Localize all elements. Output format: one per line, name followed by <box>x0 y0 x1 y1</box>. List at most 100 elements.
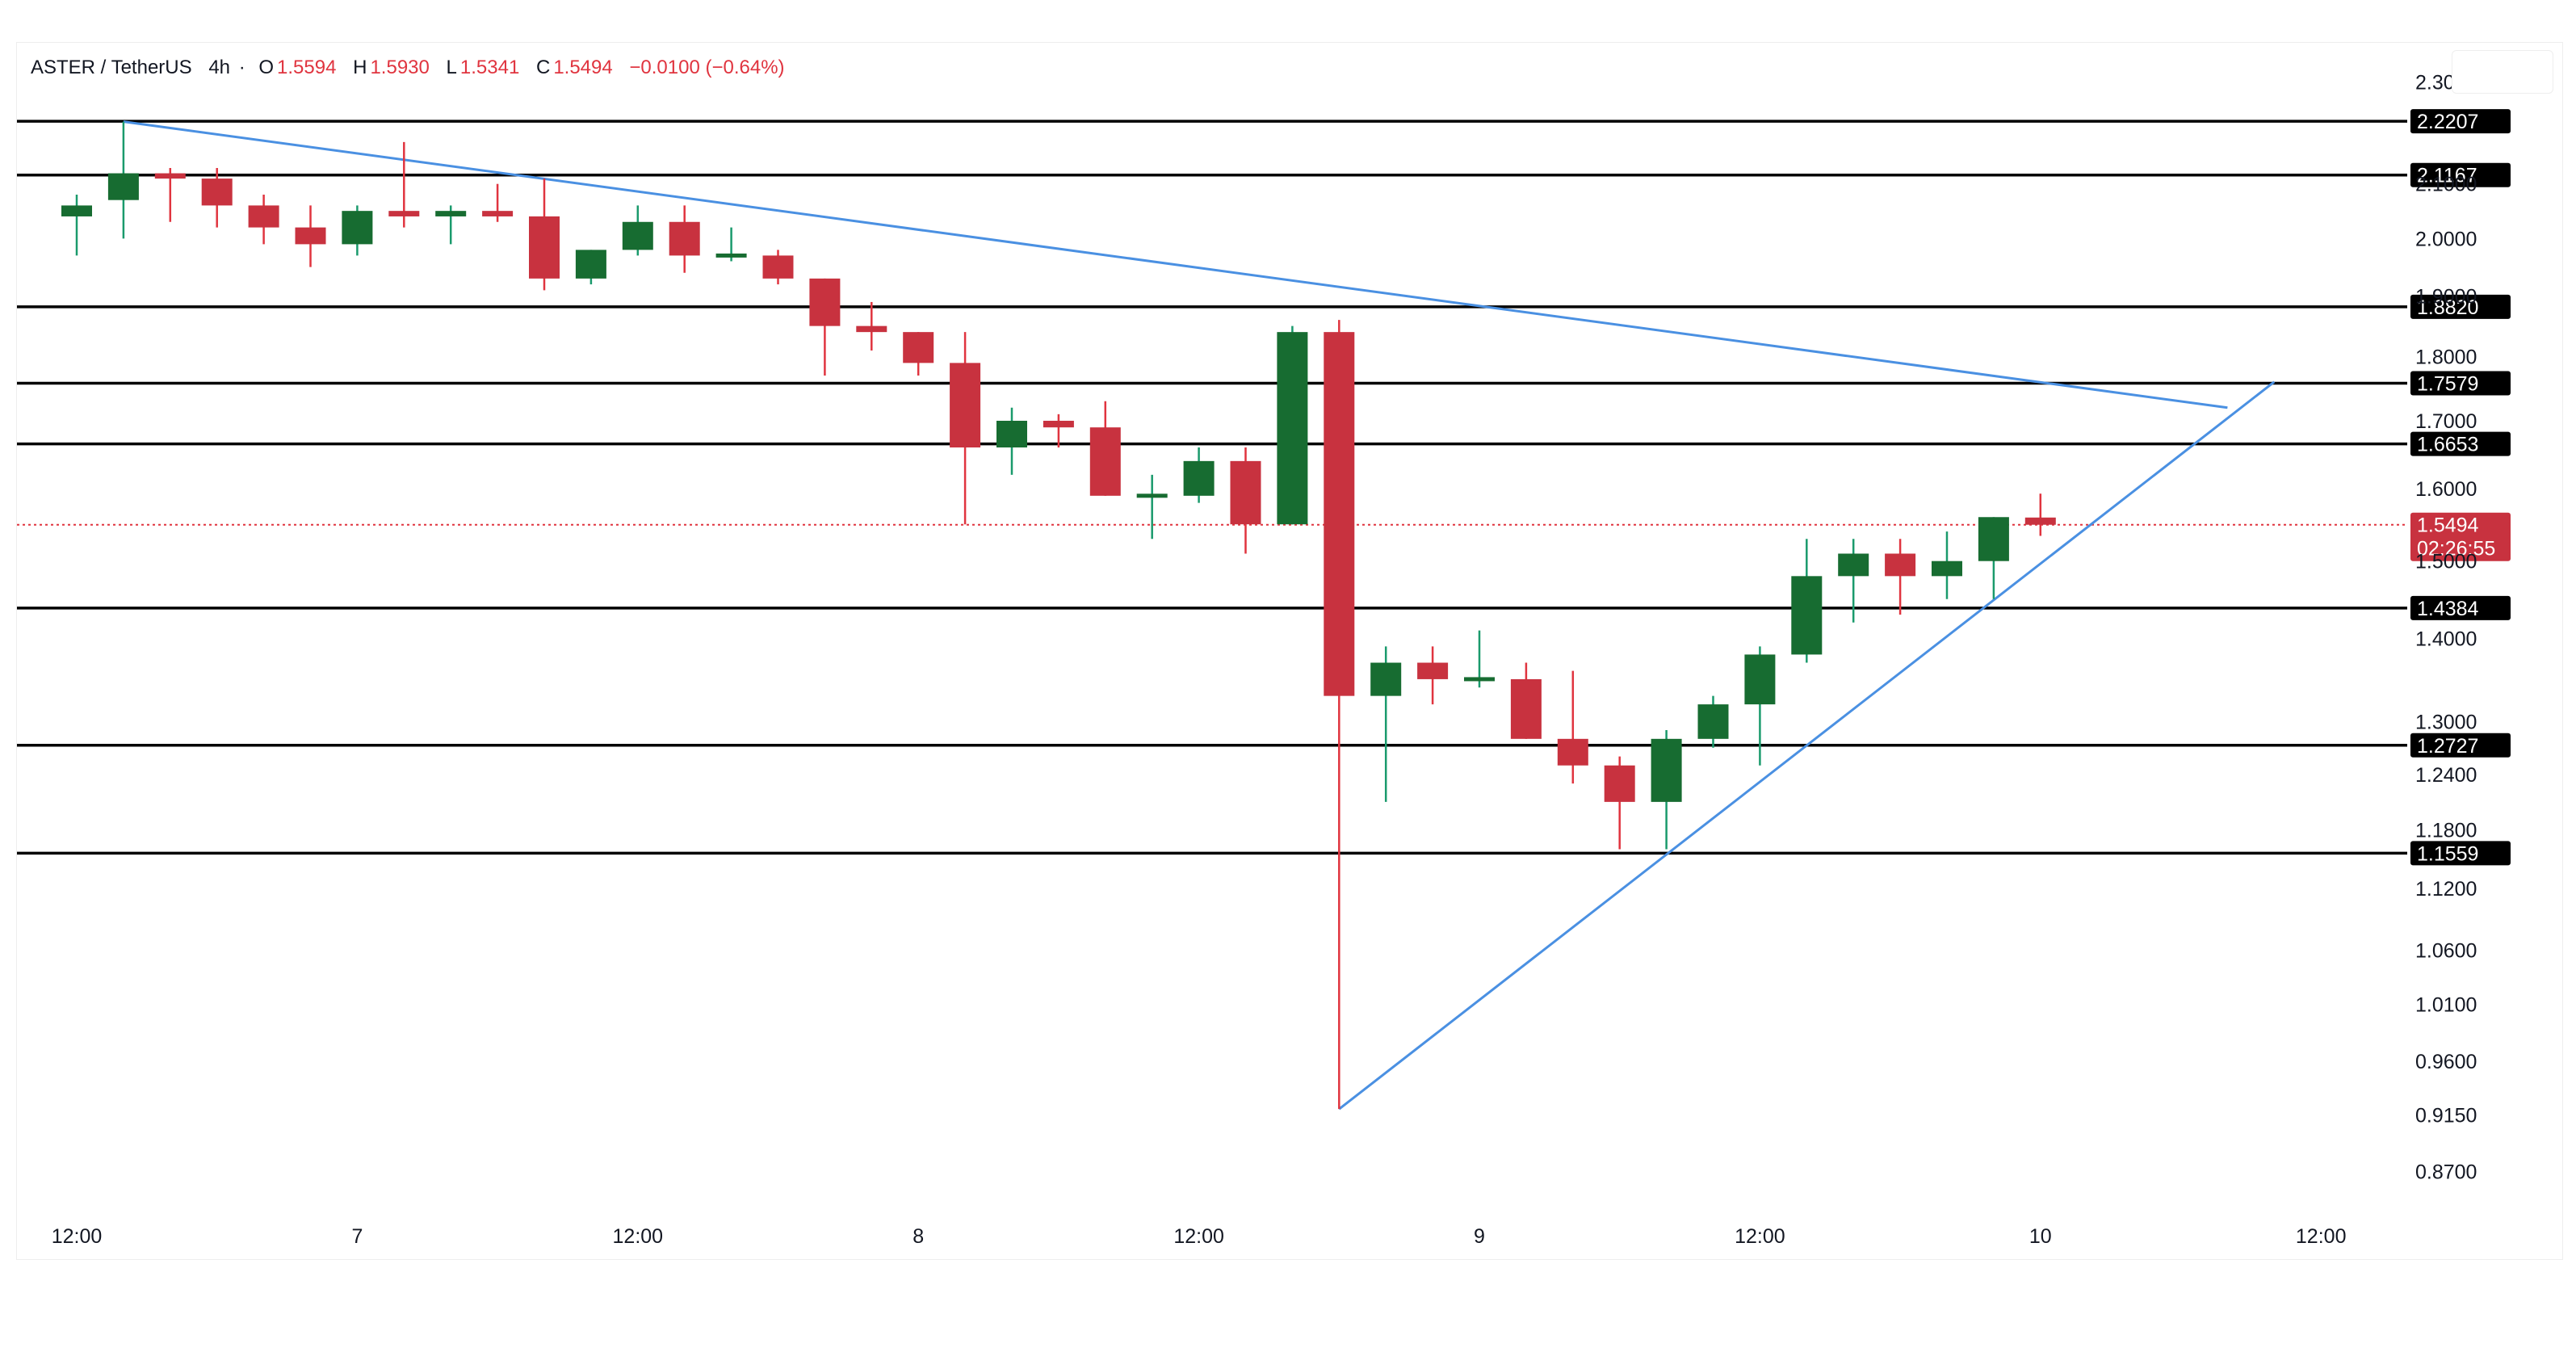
candle-body <box>1557 738 1588 766</box>
trendline-descending-resistance <box>123 120 2228 409</box>
y-tick-label: 0.9600 <box>2415 1051 2477 1073</box>
level-label-box <box>2410 841 2511 866</box>
level-label-box <box>2410 109 2511 134</box>
candle-body <box>1277 332 1308 525</box>
time-axis[interactable]: 12:00712:00812:00912:001012:001112:00121… <box>52 1225 2562 1248</box>
level-label: 1.8820 <box>2417 296 2478 319</box>
candle-body <box>61 205 92 216</box>
candle-body <box>154 173 186 179</box>
x-tick-label: 7 <box>351 1225 363 1248</box>
x-tick-label: 12:00 <box>1173 1225 1224 1248</box>
candle-body <box>575 250 606 279</box>
candle-body <box>1183 460 1215 496</box>
candle-body <box>950 363 981 448</box>
candle-body <box>903 332 934 363</box>
candle-body <box>1697 704 1729 739</box>
candle-body <box>2024 517 2056 525</box>
candle-body <box>1230 460 1261 525</box>
level-label-box <box>2410 162 2511 187</box>
trendlines <box>123 120 2276 1111</box>
close-label: C <box>535 57 551 78</box>
candles <box>61 121 2056 1110</box>
level-label-box <box>2410 431 2511 456</box>
candle-body <box>1932 561 1962 577</box>
candle-body <box>1838 553 1869 577</box>
current-price-box <box>2410 512 2511 561</box>
current-price-label: 1.5494 <box>2417 514 2479 537</box>
open-value: 1.5594 <box>277 57 337 78</box>
candle-body <box>1324 332 1355 696</box>
candle-body <box>1885 553 1916 577</box>
level-label-box <box>2410 595 2511 620</box>
candle-body <box>1370 662 1402 696</box>
x-tick-label: 10 <box>2029 1225 2052 1248</box>
close-value: 1.5494 <box>553 57 613 78</box>
level-label: 1.4384 <box>2417 598 2479 620</box>
countdown-label: 02:26:55 <box>2417 538 2495 561</box>
level-label: 1.2727 <box>2417 735 2478 758</box>
level-label-box <box>2410 733 2511 758</box>
candle-body <box>1791 576 1823 655</box>
candle-body <box>107 173 139 200</box>
candle-body <box>1651 738 1682 802</box>
level-label: 1.1559 <box>2417 842 2478 865</box>
candle-body <box>715 253 747 258</box>
candle-body <box>809 278 841 326</box>
price-axis[interactable]: 2.30002.10002.00001.90001.80001.70001.60… <box>2415 71 2477 1183</box>
symbol-name[interactable]: ASTER / TetherUS <box>31 57 192 78</box>
horizontal-levels: 2.2207 2.1167 1.8820 1.7579 1.6653 1.4384 1.27… <box>17 109 2511 866</box>
level-label: 1.6653 <box>2417 434 2478 456</box>
candle-body <box>856 325 887 333</box>
level-label-box <box>2410 371 2511 396</box>
candle-body <box>996 420 1027 448</box>
chart-frame: 2.2207 2.1167 1.8820 1.7579 1.6653 1.4384 1.27… <box>16 42 2563 1260</box>
candle-body <box>1744 654 1776 705</box>
chart-menu-box[interactable] <box>2452 50 2553 94</box>
candle-body <box>622 221 653 250</box>
open-label: O <box>258 57 275 78</box>
y-tick-label: 2.0000 <box>2415 228 2477 250</box>
header-separator: · <box>238 57 245 78</box>
y-tick-label: 1.8000 <box>2415 346 2477 369</box>
y-tick-label: 1.0600 <box>2415 940 2477 963</box>
x-tick-label: 8 <box>913 1225 924 1248</box>
candle-body <box>1417 662 1449 679</box>
y-tick-label: 1.2400 <box>2415 764 2477 787</box>
candle-body <box>1136 493 1168 498</box>
y-tick-label: 1.3000 <box>2415 711 2477 733</box>
level-label: 1.7579 <box>2417 373 2478 396</box>
candle-body <box>388 211 420 216</box>
y-tick-label: 1.1800 <box>2415 820 2477 842</box>
candle-body <box>295 227 326 245</box>
y-tick-label: 0.8700 <box>2415 1161 2477 1184</box>
y-tick-label: 1.4000 <box>2415 628 2477 650</box>
interval-label[interactable]: 4h <box>208 57 231 78</box>
y-tick-label: 1.5000 <box>2415 551 2477 573</box>
candle-body <box>342 211 373 245</box>
level-label: 2.2207 <box>2417 111 2478 133</box>
low-value: 1.5341 <box>459 57 520 78</box>
candle-body <box>435 211 467 216</box>
high-value: 1.5930 <box>370 57 430 78</box>
candle-body <box>1043 420 1074 428</box>
x-tick-label: 12:00 <box>613 1225 664 1248</box>
candle-body <box>482 211 514 216</box>
y-tick-label: 1.1200 <box>2415 878 2477 901</box>
candle-body <box>669 221 700 256</box>
y-tick-label: 1.7000 <box>2415 410 2477 433</box>
y-tick-label: 1.0100 <box>2415 994 2477 1017</box>
change-value: −0.0100 (−0.64%) <box>629 57 785 78</box>
level-label-box <box>2410 294 2511 319</box>
candle-body <box>1978 517 2009 561</box>
candle-body <box>1510 678 1542 739</box>
level-label: 2.1167 <box>2417 165 2477 187</box>
x-tick-label: 12:00 <box>52 1225 103 1248</box>
candle-body <box>762 255 794 279</box>
y-tick-label: 1.6000 <box>2415 478 2477 501</box>
candle-body <box>1604 765 1635 802</box>
y-tick-label: 2.1000 <box>2415 174 2477 196</box>
x-tick-label: 12:00 <box>1735 1225 1785 1248</box>
x-tick-label: 9 <box>1474 1225 1485 1248</box>
chart-canvas[interactable]: 2.2207 2.1167 1.8820 1.7579 1.6653 1.4384 1.27… <box>17 43 2562 1259</box>
